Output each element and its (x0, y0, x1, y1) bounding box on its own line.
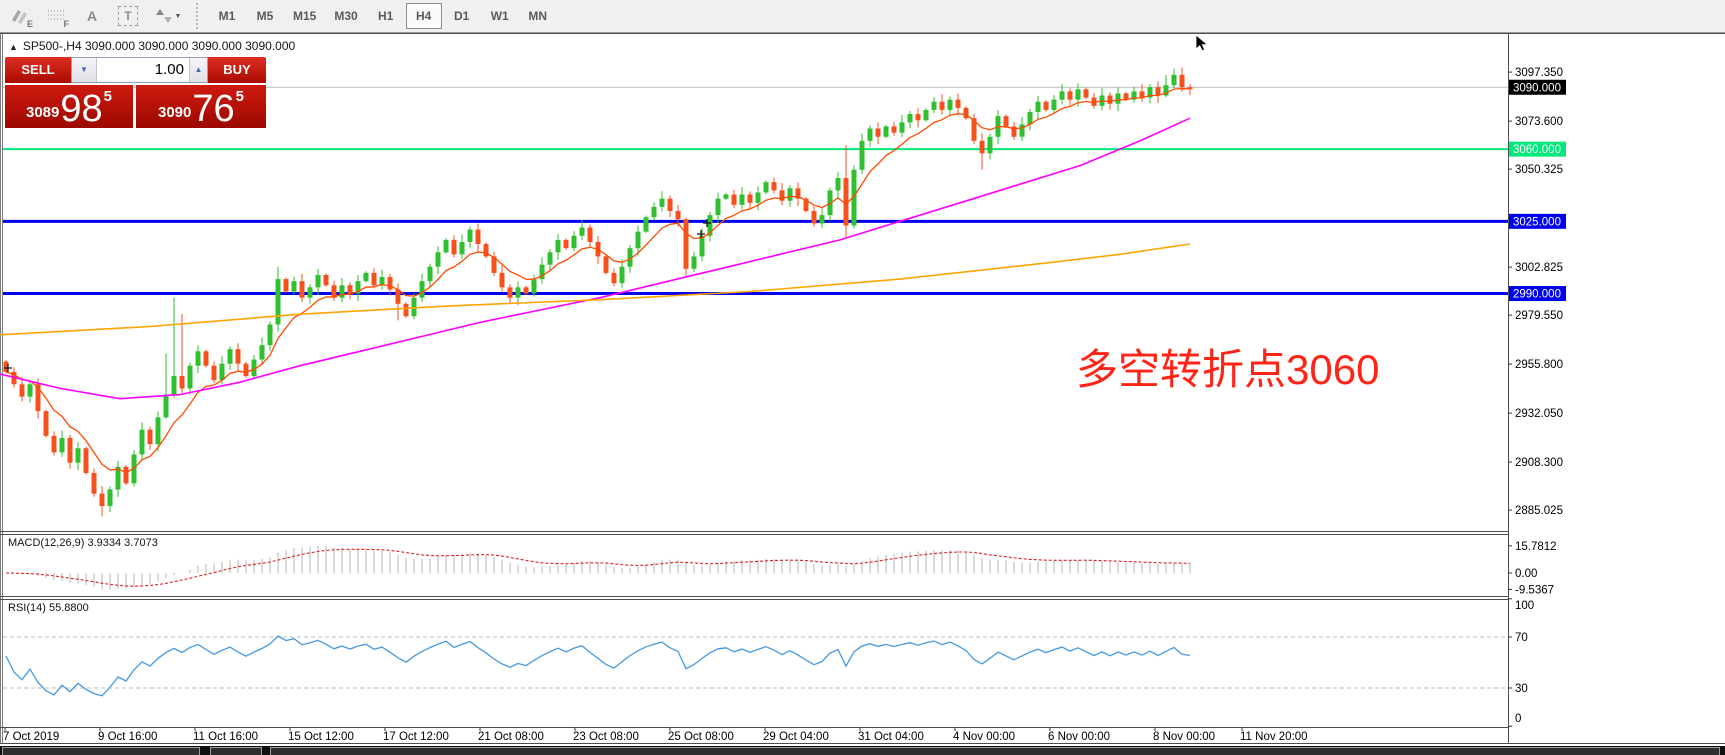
buy-price-box[interactable]: 3090 76 5 (136, 85, 266, 128)
volume-decrease-button[interactable]: ▼ (72, 58, 97, 82)
svg-text:3090.000: 3090.000 (1513, 82, 1561, 94)
svg-text:-9.5367: -9.5367 (1515, 584, 1554, 596)
svg-text:6 Nov 00:00: 6 Nov 00:00 (1048, 731, 1110, 743)
timeframe-button-m1[interactable]: M1 (218, 9, 236, 23)
rsi-indicator-label: RSI(14) 55.8800 (8, 602, 89, 614)
svg-text:3060.000: 3060.000 (1513, 144, 1561, 156)
sell-price-prefix: 3089 (26, 104, 60, 121)
bottom-window-strip (0, 746, 1725, 755)
arrange-caret-icon: ▼ (174, 12, 182, 20)
candlesticks (3, 67, 1193, 517)
svg-text:31 Oct 04:00: 31 Oct 04:00 (858, 731, 924, 743)
timeframe-button-d1[interactable]: D1 (454, 9, 470, 23)
svg-text:2955.800: 2955.800 (1515, 359, 1563, 371)
arrows-icon (155, 9, 172, 23)
macd-pane: 15.7812 0.00 -9.5367 (5, 541, 1557, 596)
timeframe-button-m15[interactable]: M15 (293, 9, 317, 23)
bottom-window-box (2, 747, 200, 755)
price-axis: 3097.350 3073.600 3050.325 3002.825 2979.550… (1508, 67, 1566, 517)
svg-text:2885.025: 2885.025 (1515, 505, 1563, 517)
chart-title-text: SP500-,H4 3090.000 3090.000 3090.000 309… (22, 39, 296, 53)
svg-text:30: 30 (1515, 683, 1528, 695)
svg-text:3050.325: 3050.325 (1515, 164, 1563, 176)
timeframe-group: M1 M5 M15 M30 H1 H4 D1 W1 MN (209, 3, 558, 29)
trade-prices-row: 3089 98 5 3090 76 5 (5, 85, 266, 128)
svg-text:15 Oct 12:00: 15 Oct 12:00 (288, 731, 354, 743)
timeframe-button-h1[interactable]: H1 (378, 9, 394, 23)
text-tool-icon[interactable]: A (76, 2, 108, 30)
buy-price-prefix: 3090 (158, 104, 192, 121)
macd-indicator-label: MACD(12,26,9) 3.9334 3.7073 (8, 537, 158, 549)
svg-text:29 Oct 04:00: 29 Oct 04:00 (763, 731, 829, 743)
svg-text:2979.550: 2979.550 (1515, 310, 1563, 322)
time-axis: 7 Oct 2019 9 Oct 16:00 11 Oct 16:00 15 Oct … (3, 727, 1308, 743)
collapse-arrow-icon[interactable]: ▲ (9, 42, 18, 52)
timeframe-button-w1[interactable]: W1 (490, 9, 509, 23)
svg-text:21 Oct 08:00: 21 Oct 08:00 (478, 731, 544, 743)
bottom-window-box (210, 747, 262, 755)
moving-averages (0, 88, 1191, 474)
svg-text:15.7812: 15.7812 (1515, 541, 1557, 553)
svg-text:0.00: 0.00 (1515, 568, 1537, 580)
fibo-tool-label: F (63, 19, 70, 29)
svg-text:25 Oct 08:00: 25 Oct 08:00 (668, 731, 734, 743)
crayon-icon (12, 10, 27, 24)
timeframe-button-mn[interactable]: MN (528, 9, 548, 23)
rsi-pane: 100 70 30 0 (3, 598, 1534, 727)
volume-increase-button[interactable]: ▲ (189, 58, 207, 82)
sell-price-box[interactable]: 3089 98 5 (5, 85, 133, 128)
bottom-window-box (270, 747, 1720, 755)
buy-price-main: 76 (192, 87, 235, 130)
svg-text:3002.825: 3002.825 (1515, 262, 1563, 274)
plus-marks (4, 219, 711, 372)
crayon-tool-icon[interactable]: E (4, 2, 36, 30)
timeframe-button-h4[interactable]: H4 (405, 3, 442, 29)
svg-text:4 Nov 00:00: 4 Nov 00:00 (953, 731, 1015, 743)
toolbar: E F A T ▼ M1 M5 M15 M30 H1 H4 D1 W1 MN (0, 0, 1725, 33)
buy-price-sup: 5 (235, 88, 244, 105)
svg-text:2908.300: 2908.300 (1515, 457, 1563, 469)
svg-text:11 Oct 16:00: 11 Oct 16:00 (193, 731, 258, 743)
svg-text:3025.000: 3025.000 (1513, 216, 1561, 228)
sell-button[interactable]: SELL (5, 57, 71, 83)
svg-text:2990.000: 2990.000 (1513, 289, 1561, 301)
timeframe-button-m30[interactable]: M30 (334, 9, 358, 23)
svg-text:70: 70 (1515, 632, 1528, 644)
volume-stepper: ▼ 1.00 ▲ (71, 57, 208, 83)
svg-text:100: 100 (1515, 600, 1534, 612)
trade-controls-row: SELL ▼ 1.00 ▲ BUY (5, 57, 266, 83)
svg-text:3073.600: 3073.600 (1515, 116, 1563, 128)
label-tool-label: T (118, 6, 138, 26)
mouse-cursor-icon (1195, 34, 1209, 52)
label-tool-icon[interactable]: T (112, 2, 144, 30)
svg-text:2932.050: 2932.050 (1515, 408, 1563, 420)
svg-text:17 Oct 12:00: 17 Oct 12:00 (383, 731, 449, 743)
crayon-tool-label: E (26, 19, 33, 29)
sell-price-main: 98 (60, 87, 103, 130)
text-tool-label: A (86, 8, 98, 24)
fibo-tool-icon[interactable]: F (40, 2, 72, 30)
timeframe-button-m5[interactable]: M5 (256, 9, 274, 23)
volume-input[interactable]: 1.00 (154, 61, 184, 78)
svg-text:23 Oct 08:00: 23 Oct 08:00 (573, 731, 639, 743)
toolbar-separator (196, 3, 205, 29)
svg-text:8 Nov 00:00: 8 Nov 00:00 (1153, 731, 1215, 743)
arrange-tool-icon[interactable]: ▼ (148, 2, 188, 30)
svg-text:9 Oct 16:00: 9 Oct 16:00 (98, 731, 157, 743)
svg-text:3097.350: 3097.350 (1515, 67, 1563, 79)
svg-text:7 Oct 2019: 7 Oct 2019 (3, 731, 59, 743)
svg-text:11 Nov 20:00: 11 Nov 20:00 (1240, 731, 1308, 743)
buy-button[interactable]: BUY (208, 57, 266, 83)
svg-text:0: 0 (1515, 713, 1521, 725)
sell-price-sup: 5 (103, 88, 112, 105)
one-click-trade-panel: SELL ▼ 1.00 ▲ BUY 3089 98 5 3090 76 5 (5, 57, 266, 128)
chart-title: ▲ SP500-,H4 3090.000 3090.000 3090.000 30… (9, 39, 295, 53)
chart-annotation: 多空转折点3060 (1076, 346, 1380, 393)
